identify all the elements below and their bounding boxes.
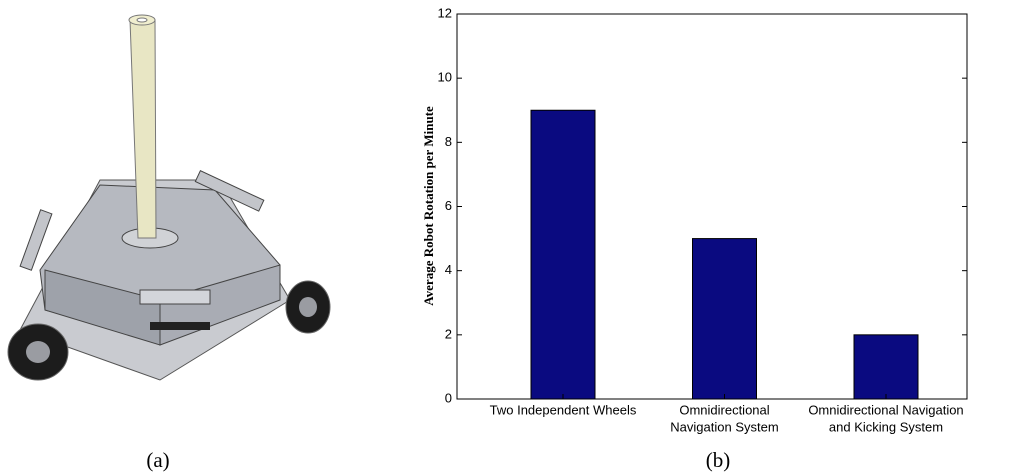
figure: (a) (b) Average Robot Rotation per Minut… (0, 0, 1026, 475)
bar (531, 110, 595, 399)
y-tick-label: 6 (445, 198, 452, 213)
y-tick-label: 10 (438, 70, 452, 85)
x-tick-label: Omnidirectional Navigation (808, 402, 963, 417)
x-tick-label: and Kicking System (829, 419, 943, 434)
robot-illustration (8, 15, 330, 380)
x-tick-label: Two Independent Wheels (490, 402, 637, 417)
y-tick-label: 8 (445, 134, 452, 149)
y-tick-label: 0 (445, 390, 452, 405)
y-tick-label: 4 (445, 262, 452, 277)
caption: (a) (146, 448, 169, 472)
bar (693, 239, 757, 399)
x-tick-label: Navigation System (670, 419, 778, 434)
y-tick-label: 12 (438, 5, 452, 20)
x-tick-label: Omnidirectional (679, 402, 769, 417)
caption: (b) (706, 448, 731, 472)
y-tick-label: 2 (445, 326, 452, 341)
page: (a) (b) Average Robot Rotation per Minut… (0, 0, 1026, 475)
bar (854, 335, 918, 399)
y-axis-label: Average Robot Rotation per Minute (421, 106, 436, 306)
